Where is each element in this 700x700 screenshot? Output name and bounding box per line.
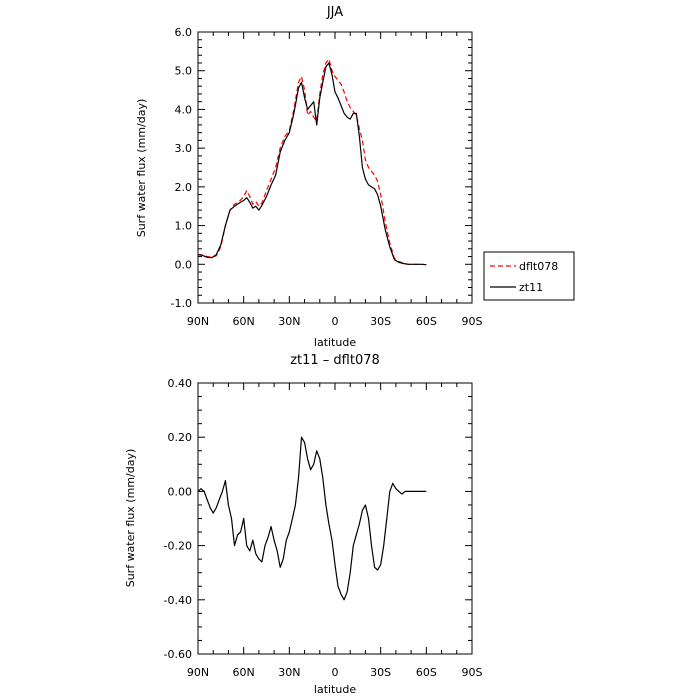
top-x-axis-label: latitude <box>314 336 356 349</box>
bottom-y-tick-label: -0.60 <box>164 648 192 661</box>
top-y-tick-label: 1.0 <box>175 220 193 233</box>
top-x-tick-label: 0 <box>332 315 339 328</box>
top-y-tick-label: 4.0 <box>175 103 193 116</box>
bottom-series-line-diff-0 <box>197 436 427 601</box>
bottom-x-tick-label: 30S <box>370 666 391 679</box>
top-x-tick-label: 30S <box>370 315 391 328</box>
top-x-tick-label: 60N <box>233 315 255 328</box>
legend: dflt078 zt11 <box>483 251 575 301</box>
top-x-tick-label: 60S <box>416 315 437 328</box>
bottom-plot-frame <box>197 382 473 655</box>
top-chart-title: JJA <box>326 5 343 20</box>
bottom-x-tick-label: 0 <box>332 666 339 679</box>
top-y-tick-label: 5.0 <box>175 65 193 78</box>
bottom-y-tick-label: 0.00 <box>168 485 193 498</box>
bottom-x-tick-label: 90S <box>462 666 483 679</box>
top-y-tick-label: 2.0 <box>175 181 193 194</box>
bottom-y-tick-label: -0.20 <box>164 540 192 553</box>
bottom-x-tick-label: 60N <box>233 666 255 679</box>
top-series-line-dflt078 <box>197 58 427 266</box>
top-y-tick-label: 3.0 <box>175 142 193 155</box>
bottom-panel: zt11 – dflt078 90N 60N 30N 0 30S 60S 90S -0.60 -… <box>124 353 483 696</box>
bottom-chart-title: zt11 – dflt078 <box>290 353 380 368</box>
legend-label-dflt078: dflt078 <box>519 260 558 273</box>
bottom-y-axis-label: Surf water flux (mm/day) <box>124 449 137 588</box>
top-x-tick-label: 30N <box>278 315 300 328</box>
top-plot-frame <box>197 31 473 304</box>
legend-label-zt11: zt11 <box>519 281 543 294</box>
bottom-y-tick-label: 0.40 <box>168 377 193 390</box>
top-y-tick-label: 6.0 <box>175 26 193 39</box>
top-y-tick-label: -1.0 <box>171 297 192 310</box>
top-series-line-zt11 <box>197 62 427 266</box>
top-panel: JJA 90N 60N 30N 0 30S 60S 90S -1.0 0.0 1.0 2.0 3.0 4… <box>135 5 483 349</box>
top-x-tick-label: 90S <box>462 315 483 328</box>
bottom-x-axis-label: latitude <box>314 683 356 696</box>
bottom-y-tick-label: 0.20 <box>168 431 193 444</box>
top-x-tick-label: 90N <box>187 315 209 328</box>
top-y-axis-label: Surf water flux (mm/day) <box>135 99 148 238</box>
top-y-tick-label: 0.0 <box>175 258 193 271</box>
legend-box <box>483 251 575 301</box>
bottom-y-tick-label: -0.40 <box>164 594 192 607</box>
bottom-x-tick-label: 30N <box>278 666 300 679</box>
bottom-x-tick-label: 90N <box>187 666 209 679</box>
bottom-x-tick-label: 60S <box>416 666 437 679</box>
